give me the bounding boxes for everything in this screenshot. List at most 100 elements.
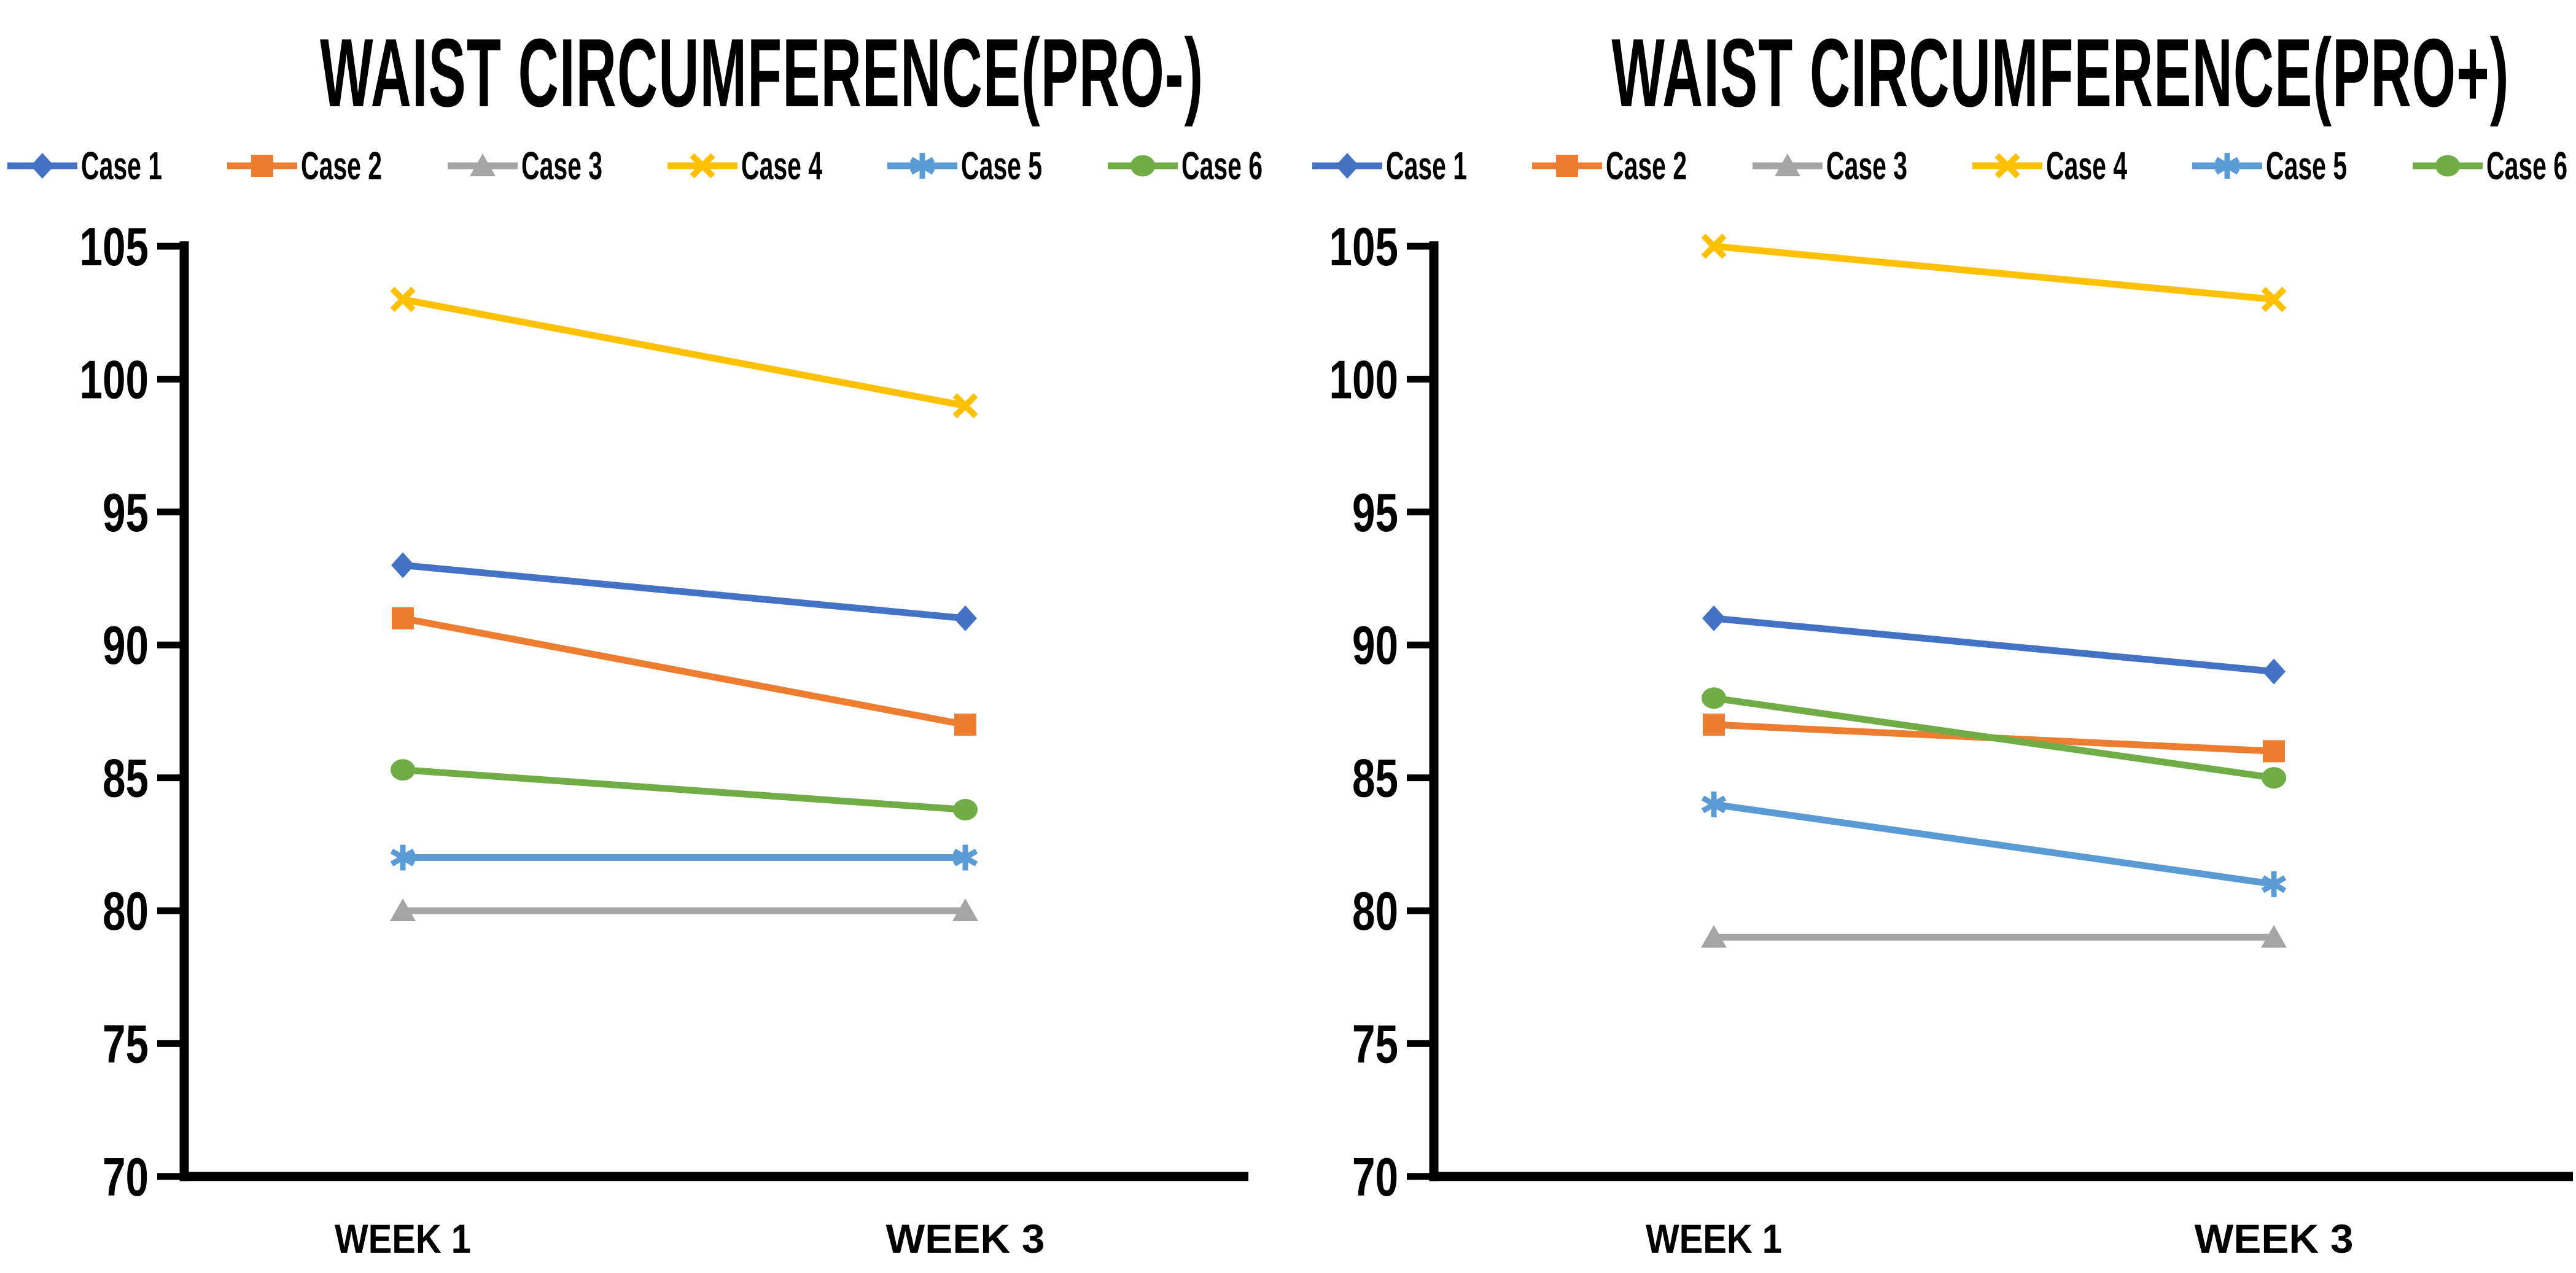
- marker-case-3-week-1: [1701, 925, 1727, 948]
- legend-item-case-4: Case 4: [1971, 143, 2173, 189]
- y-tick-label-105: 105: [80, 216, 149, 277]
- asterisk-legend-icon: [887, 153, 958, 179]
- legend-item-case-6: Case 6: [1107, 143, 1308, 189]
- circle-legend-icon: [1107, 155, 1178, 177]
- legend-label: Case 6: [2486, 144, 2567, 188]
- x-category-label: WEEK 3: [886, 1216, 1045, 1261]
- series-line-case-1: [402, 561, 966, 622]
- triangle-legend-icon: [447, 154, 518, 176]
- series-line-case-5: [1713, 801, 2274, 888]
- circle-legend-marker: [2435, 155, 2460, 177]
- asterisk-legend-marker: [910, 153, 935, 179]
- legend-label: Case 4: [741, 144, 823, 188]
- legend-label: Case 2: [301, 144, 383, 188]
- marker-case-5-week-3: [952, 844, 978, 871]
- square-legend-marker: [251, 155, 274, 177]
- legend-pro-plus: Case 1 Case 2 Case 3 Case 4 Case 5 Case 6: [1296, 123, 2576, 209]
- marker-case-4-week-3: [952, 393, 978, 419]
- marker-case-6-week-1: [1702, 687, 1726, 709]
- marker-case-2-week-1: [392, 607, 414, 629]
- asterisk-legend-icon: [2192, 153, 2263, 179]
- marker-case-1-week-1: [391, 552, 414, 578]
- legend-label: Case 6: [1181, 144, 1263, 188]
- marker-case-6-week-3: [2262, 767, 2286, 789]
- chart-title-pro-minus: WAIST CIRCUMFERENCE(PRO-): [0, 21, 1290, 125]
- legend-item-case-5: Case 5: [2191, 143, 2392, 189]
- series-line-case-6: [402, 766, 966, 814]
- diamond-legend-marker: [1335, 153, 1359, 179]
- plot-pro-minus: 70 75 80 85 90 95 100 105 WEEK 1 WEEK 3: [80, 216, 1248, 1261]
- legend-label: Case 2: [1606, 144, 1687, 188]
- marker-case-5-week-1: [390, 844, 416, 871]
- y-tick-label-80: 80: [1352, 881, 1398, 941]
- legend-item-case-3: Case 3: [446, 143, 648, 189]
- chart-title-pro-plus: WAIST CIRCUMFERENCE(PRO+): [1286, 21, 2576, 125]
- legend-label: Case 3: [1826, 144, 1907, 188]
- triangle-legend-marker: [1774, 154, 1800, 176]
- legend-label: Case 1: [80, 144, 162, 188]
- y-tick-label-95: 95: [103, 482, 149, 543]
- marker-case-2-week-1: [1703, 714, 1725, 736]
- marker-case-3-week-3: [2261, 925, 2287, 948]
- legend-item-case-1: Case 1: [1311, 143, 1512, 189]
- x-legend-icon: [1972, 153, 2042, 179]
- series-line-case-2: [402, 615, 967, 728]
- circle-legend-marker: [1130, 155, 1155, 177]
- plot-pro-plus: 70 75 80 85 90 95 100 105 WEEK 1 WEEK 3: [1329, 216, 2573, 1261]
- marker-case-2-week-3: [2263, 740, 2285, 763]
- diamond-legend-marker: [30, 153, 54, 179]
- marker-case-4-week-3: [2261, 287, 2287, 313]
- x-category-label: WEEK 1: [335, 1216, 471, 1261]
- x-legend-marker: [690, 153, 715, 179]
- x-legend-icon: [667, 153, 737, 179]
- chart-title-text: WAIST CIRCUMFERENCE(PRO-): [320, 19, 1204, 127]
- marker-case-3-week-1: [390, 898, 416, 921]
- marker-case-1-week-3: [2262, 658, 2286, 685]
- x-legend-marker: [1994, 153, 2020, 179]
- series-line-case-4: [1713, 243, 2274, 303]
- y-tick-label-105: 105: [1329, 216, 1399, 277]
- asterisk-legend-marker: [2215, 153, 2240, 179]
- series-line-case-1: [1713, 615, 2274, 675]
- y-tick-label-100: 100: [1329, 349, 1399, 410]
- marker-case-1-week-3: [954, 605, 977, 631]
- y-tick-label-95: 95: [1352, 482, 1398, 543]
- marker-case-5-week-1: [1701, 791, 1727, 817]
- marker-case-1-week-1: [1702, 605, 1726, 631]
- circle-legend-icon: [2412, 155, 2483, 177]
- square-legend-icon: [1532, 155, 1603, 177]
- series-line-case-6: [1713, 695, 2274, 782]
- legend-item-case-2: Case 2: [226, 143, 427, 189]
- y-tick-label-80: 80: [103, 881, 149, 941]
- legend-label: Case 5: [961, 144, 1043, 188]
- legend-item-case-1: Case 1: [6, 143, 208, 189]
- legend-label: Case 3: [521, 144, 602, 188]
- y-tick-label-70: 70: [1352, 1146, 1398, 1207]
- legend-label: Case 1: [1385, 144, 1467, 188]
- marker-case-5-week-3: [2261, 871, 2287, 897]
- y-tick-label-75: 75: [103, 1013, 149, 1074]
- marker-case-6-week-3: [953, 799, 978, 821]
- marker-case-3-week-3: [952, 898, 978, 921]
- diamond-legend-icon: [7, 153, 77, 179]
- triangle-legend-marker: [469, 154, 496, 176]
- legend-item-case-2: Case 2: [1531, 143, 1732, 189]
- legend-item-case-3: Case 3: [1751, 143, 1953, 189]
- square-legend-icon: [227, 155, 298, 177]
- triangle-legend-icon: [1752, 154, 1823, 176]
- diamond-legend-icon: [1312, 153, 1382, 179]
- y-tick-label-90: 90: [1352, 615, 1398, 675]
- y-tick-label-90: 90: [103, 615, 149, 675]
- chart-title-text: WAIST CIRCUMFERENCE(PRO+): [1611, 19, 2510, 127]
- y-tick-label-85: 85: [1352, 748, 1398, 809]
- legend-label: Case 4: [2046, 144, 2128, 188]
- y-tick-label-85: 85: [103, 748, 149, 809]
- series-line-case-4: [402, 296, 967, 410]
- legend-pro-minus: Case 1 Case 2 Case 3 Case 4 Case 5 Case 6: [0, 123, 1314, 209]
- marker-case-6-week-1: [391, 759, 415, 781]
- y-tick-label-75: 75: [1352, 1013, 1398, 1074]
- marker-case-4-week-1: [390, 287, 416, 313]
- legend-label: Case 5: [2266, 144, 2348, 188]
